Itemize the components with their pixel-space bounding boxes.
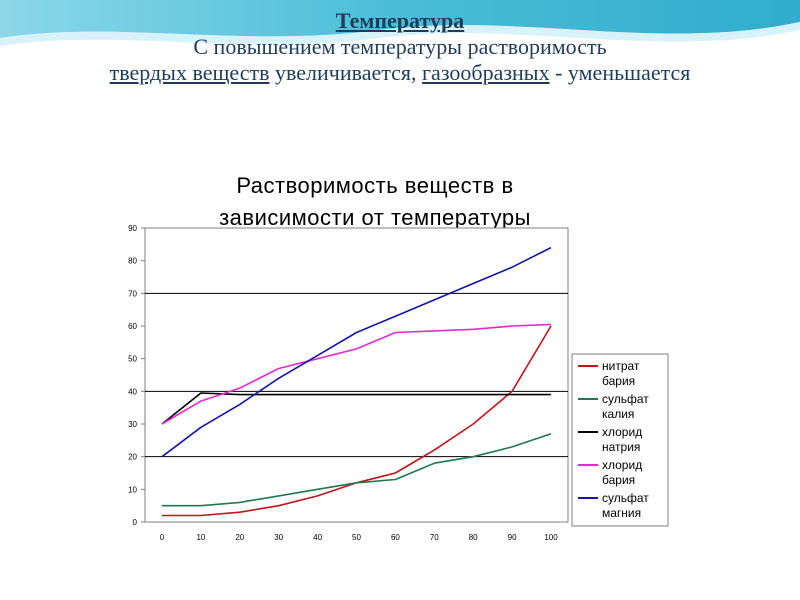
slide-heading: Температура — [335, 8, 465, 33]
y-tick-label: 60 — [128, 322, 137, 331]
header-line-2: твердых веществ увеличивается, газообраз… — [0, 60, 800, 86]
x-tick-label: 0 — [160, 533, 165, 542]
series-line-2 — [161, 392, 551, 425]
x-tick-label: 30 — [274, 533, 283, 542]
x-tick-label: 20 — [235, 533, 244, 542]
legend-label-4: магния — [602, 506, 641, 520]
x-tick-label: 80 — [469, 533, 478, 542]
plot-area — [144, 227, 569, 523]
slide-header-text: Температура С повышением температуры рас… — [0, 8, 800, 86]
header-solid-substances: твердых веществ — [109, 60, 270, 85]
y-tick-label: 40 — [128, 387, 137, 396]
y-tick-label: 30 — [128, 420, 137, 429]
y-tick-label: 50 — [128, 355, 137, 364]
legend-label-2: хлорид — [602, 425, 642, 439]
x-tick-label: 90 — [508, 533, 517, 542]
header-decreases: - уменьшается — [549, 60, 691, 85]
legend-label-4: сульфат — [602, 491, 649, 505]
header-wave-decoration — [0, 0, 800, 46]
legend-label-0: нитрат — [602, 359, 640, 373]
y-tick-label: 20 — [128, 453, 137, 462]
legend-label-0: бария — [602, 374, 635, 388]
y-tick-label: 70 — [128, 289, 137, 298]
legend-label-1: сульфат — [602, 392, 649, 406]
legend-label-2: натрия — [602, 440, 640, 454]
y-tick-label: 0 — [133, 518, 138, 527]
y-tick-label: 10 — [128, 485, 137, 494]
series-line-1 — [162, 433, 552, 507]
chart-title-line-1: Растворимость веществ в — [236, 173, 514, 198]
x-tick-label: 10 — [196, 533, 205, 542]
chart-title: Растворимость веществ в зависимости от т… — [140, 170, 610, 234]
y-tick-label: 80 — [128, 257, 137, 266]
x-tick-label: 40 — [313, 533, 322, 542]
series-line-3 — [161, 323, 552, 425]
legend-label-3: бария — [602, 473, 635, 487]
header-gaseous-substances: газообразных — [422, 60, 550, 85]
legend-label-3: хлорид — [602, 458, 642, 472]
y-tick-label: 90 — [128, 224, 137, 233]
x-tick-label: 100 — [544, 533, 558, 542]
header-line-1: С повышением температуры растворимость — [193, 34, 607, 59]
chart-title-line-2: зависимости от температуры — [219, 205, 531, 230]
legend-label-1: калия — [602, 407, 634, 421]
x-tick-label: 60 — [391, 533, 400, 542]
x-tick-label: 70 — [430, 533, 439, 542]
x-tick-label: 50 — [352, 533, 361, 542]
header-increases: увеличивается, — [269, 60, 423, 85]
series-line-4 — [161, 246, 552, 458]
